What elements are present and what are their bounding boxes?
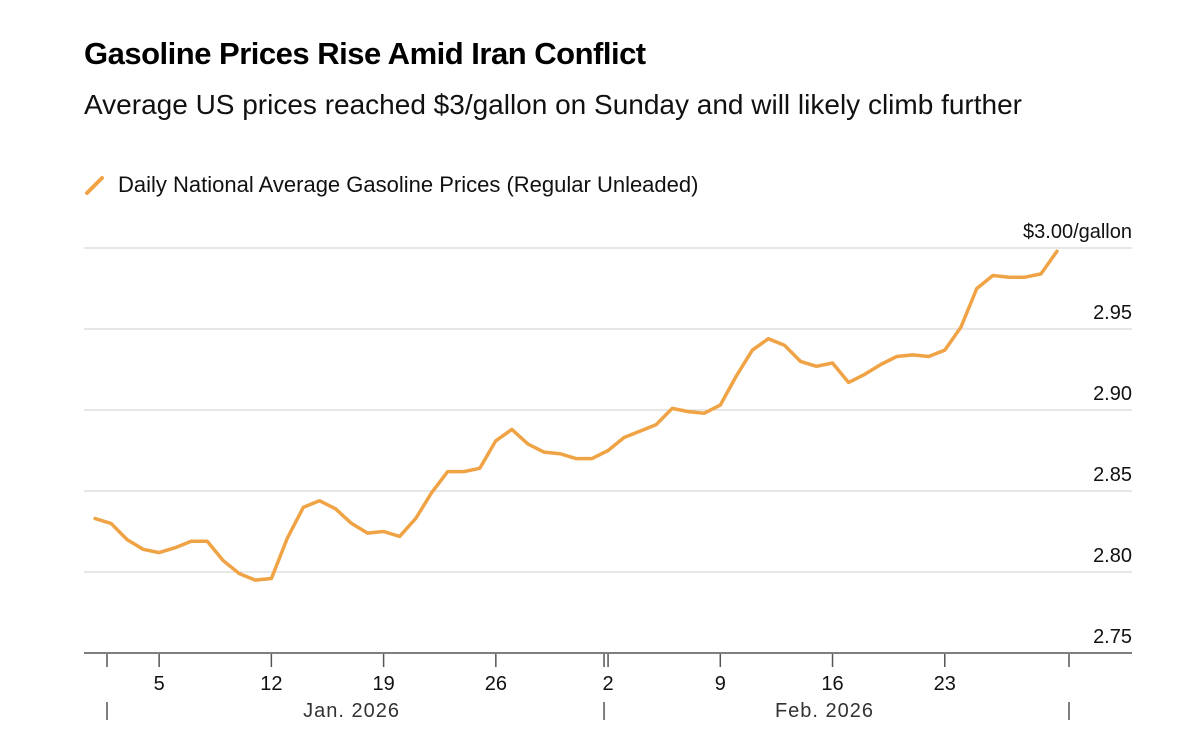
y-tick-label: 2.75 [1093,626,1132,648]
x-tick-label: 23 [934,673,956,695]
x-tick-label: 5 [154,673,165,695]
x-tick-label: 12 [260,673,282,695]
x-tick-label: 26 [485,673,507,695]
series-line [93,249,1059,582]
x-tick-label: 2 [603,673,614,695]
legend-label: Daily National Average Gasoline Prices (… [118,172,699,197]
x-tick-label: 16 [821,673,843,695]
legend-line-icon [85,176,104,195]
month-label: Feb. 2026 [775,700,874,722]
y-tick-label: $3.00/gallon [1023,221,1132,243]
x-tick-label: 19 [372,673,394,695]
gridlines [84,247,1132,654]
y-tick-label: 2.80 [1093,545,1132,567]
chart-title: Gasoline Prices Rise Amid Iran Conflict [84,36,646,71]
y-tick-label: 2.90 [1093,383,1132,405]
x-tick-label: 9 [715,673,726,695]
y-tick-label: 2.85 [1093,464,1132,486]
x-axis: 5 12 19 26 2 9 16 23 Jan. 2026 Feb. 2026 [106,654,1070,722]
series-group [93,249,1059,582]
chart-legend: Daily National Average Gasoline Prices (… [84,172,698,198]
y-tick-label: 2.95 [1093,302,1132,324]
month-label: Jan. 2026 [303,700,400,722]
y-axis-labels: $3.00/gallon 2.95 2.90 2.85 2.80 2.75 [1023,221,1132,648]
chart-subtitle: Average US prices reached $3/gallon on S… [84,89,1022,120]
